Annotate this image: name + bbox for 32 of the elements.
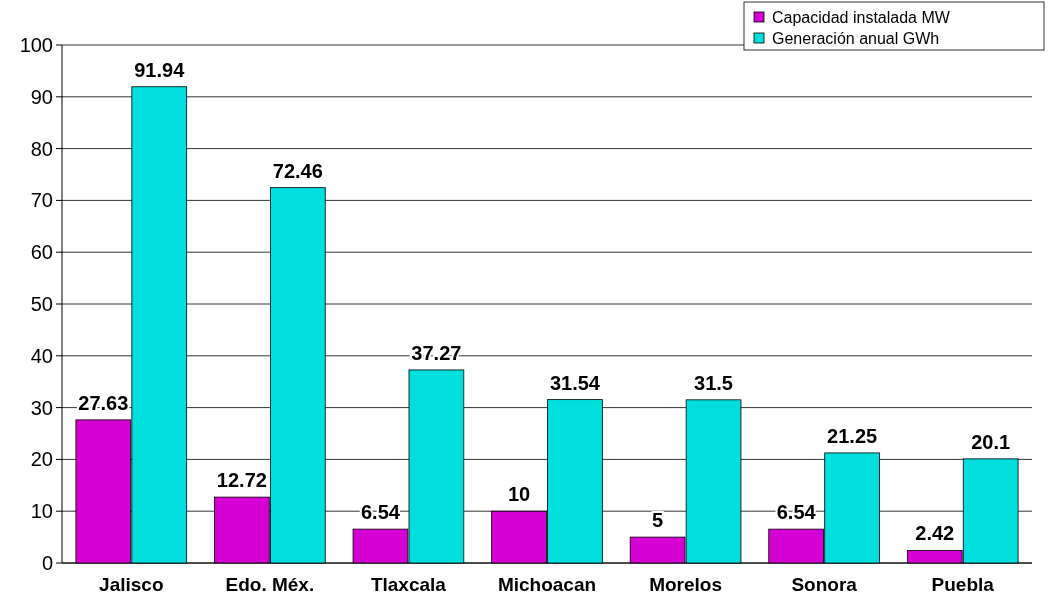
y-tick-label: 90 bbox=[30, 85, 53, 108]
y-tick-label: 30 bbox=[30, 396, 53, 419]
data-label: 91.94 bbox=[134, 58, 186, 81]
x-tick-label: Edo. Méx. bbox=[225, 574, 315, 595]
y-tick-label: 10 bbox=[30, 500, 53, 523]
data-label: 12.72 bbox=[216, 469, 267, 492]
y-tick-label: 20 bbox=[30, 448, 53, 471]
data-label: 10 bbox=[507, 483, 531, 506]
y-tick-label: 60 bbox=[30, 241, 53, 264]
y-tick-label: 80 bbox=[30, 137, 53, 160]
x-tick-label: Jalisco bbox=[99, 574, 164, 595]
y-tick-label: 50 bbox=[30, 293, 53, 315]
y-tick-label: 0 bbox=[41, 552, 53, 574]
legend-label: Capacidad instalada MW bbox=[772, 8, 951, 26]
x-tick-label: Sonora bbox=[791, 574, 858, 595]
data-label: 2.42 bbox=[915, 522, 955, 545]
y-tick-label: 40 bbox=[30, 344, 53, 367]
data-label: 6.54 bbox=[360, 501, 401, 524]
data-label: 72.46 bbox=[272, 159, 323, 182]
data-label: 20.1 bbox=[971, 430, 1011, 453]
data-label: 31.54 bbox=[549, 371, 601, 394]
data-label: 6.54 bbox=[776, 501, 817, 524]
data-label: 21.25 bbox=[827, 424, 878, 447]
data-label: 5 bbox=[652, 509, 664, 532]
legend-label: Generación anual GWh bbox=[772, 29, 940, 47]
data-label: 31.5 bbox=[694, 371, 734, 394]
y-tick-label: 100 bbox=[19, 34, 53, 56]
x-tick-label: Morelos bbox=[649, 574, 722, 595]
x-tick-label: Puebla bbox=[931, 574, 995, 595]
x-tick-label: Michoacan bbox=[497, 574, 597, 595]
y-tick-label: 70 bbox=[30, 189, 53, 212]
x-tick-label: Tlaxcala bbox=[370, 574, 447, 595]
